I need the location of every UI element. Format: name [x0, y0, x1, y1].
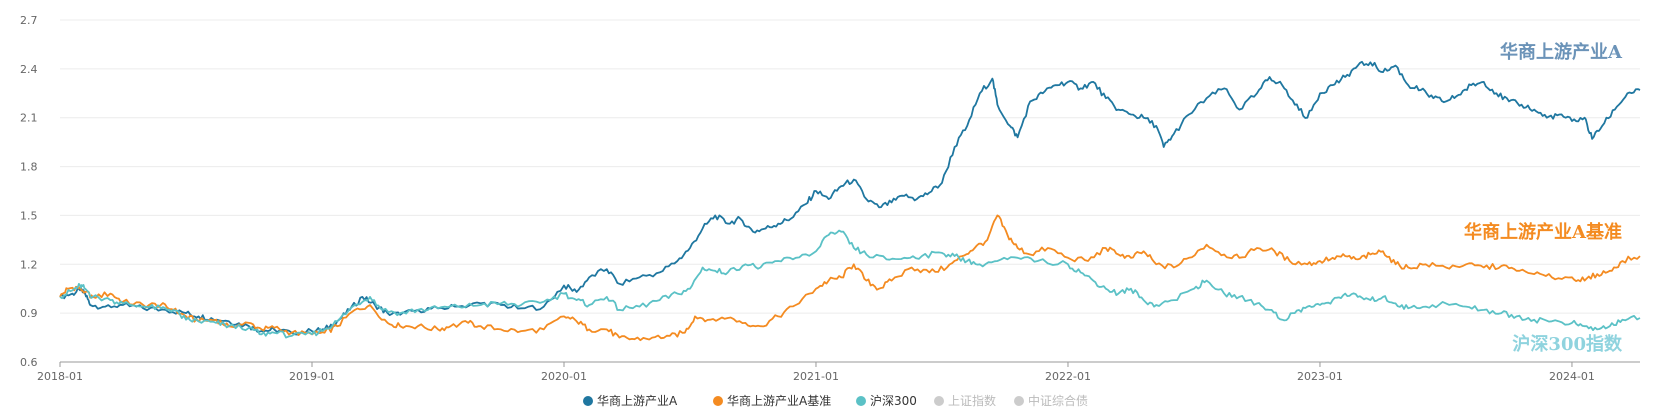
y-tick-label: 0.9 — [20, 307, 38, 320]
y-tick-label: 1.5 — [20, 209, 38, 222]
series-end-label: 沪深300指数 — [1512, 333, 1623, 355]
legend[interactable]: 华商上游产业A 华商上游产业A基准 沪深300 上证指数 中证综合债 — [583, 393, 1088, 408]
series-line[interactable] — [59, 60, 1641, 336]
legend-item[interactable]: 沪深300 — [856, 394, 917, 408]
y-tick-label: 2.1 — [20, 112, 38, 125]
legend-label: 沪深300 — [870, 394, 917, 408]
series-end-label: 华商上游产业A基准 — [1464, 221, 1622, 243]
x-tick-label: 2022-01 — [1045, 370, 1091, 383]
x-axis: 2018-01 2019-01 2020-01 2021-01 2022-01 2023-… — [37, 362, 1595, 383]
legend-label: 上证指数 — [948, 393, 996, 408]
legend-marker — [713, 396, 723, 406]
y-tick-label: 1.8 — [20, 161, 38, 174]
legend-item[interactable]: 华商上游产业A基准 — [713, 393, 831, 408]
y-tick-label: 0.6 — [20, 356, 38, 369]
legend-item[interactable]: 上证指数 — [934, 393, 996, 408]
legend-marker — [934, 396, 944, 406]
x-tick-label: 2019-01 — [289, 370, 335, 383]
x-tick-label: 2021-01 — [793, 370, 839, 383]
y-tick-label: 2.7 — [20, 14, 38, 27]
x-tick-label: 2020-01 — [541, 370, 587, 383]
x-tick-label: 2018-01 — [37, 370, 83, 383]
y-tick-label: 2.4 — [20, 63, 38, 76]
grid-layer: 0.6 0.9 1.2 1.5 1.8 2.1 2.4 2.7 — [20, 14, 1640, 369]
legend-label: 中证综合债 — [1028, 393, 1088, 408]
series-end-label: 华商上游产业A — [1500, 41, 1623, 63]
legend-item[interactable]: 中证综合债 — [1014, 393, 1088, 408]
legend-label: 华商上游产业A — [597, 393, 678, 408]
series-line[interactable] — [59, 214, 1641, 342]
legend-marker — [1014, 396, 1024, 406]
legend-label: 华商上游产业A基准 — [727, 393, 831, 408]
legend-marker — [856, 396, 866, 406]
legend-marker — [583, 396, 593, 406]
series-line[interactable] — [59, 229, 1641, 339]
series-layer — [59, 60, 1641, 342]
y-tick-label: 1.2 — [20, 258, 38, 271]
legend-item[interactable]: 华商上游产业A — [583, 393, 678, 408]
x-tick-label: 2023-01 — [1297, 370, 1343, 383]
x-tick-label: 2024-01 — [1549, 370, 1595, 383]
